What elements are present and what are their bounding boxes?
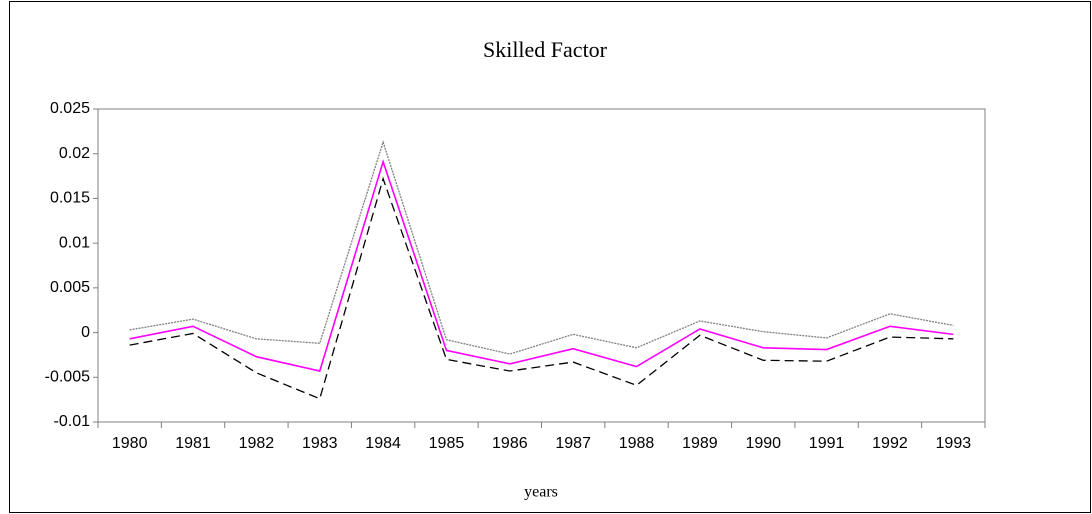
x-tick-label: 1980: [112, 435, 148, 452]
x-tick-label: 1986: [492, 435, 528, 452]
series-line: [129, 176, 954, 400]
x-axis-label: years: [524, 484, 558, 501]
x-tick-label: 1984: [365, 435, 401, 452]
x-tick-label: 1988: [619, 435, 655, 452]
x-tick-label: 1985: [429, 435, 465, 452]
y-tick-label: -0.01: [54, 413, 91, 430]
y-tick-label: 0.025: [50, 100, 90, 117]
y-tick-label: 0.01: [59, 234, 90, 251]
series-line: [129, 139, 954, 355]
y-tick-label: -0.005: [45, 369, 90, 386]
x-tick-label: 1987: [555, 435, 591, 452]
x-tick-label: 1993: [936, 435, 972, 452]
x-tick-label: 1992: [872, 435, 908, 452]
x-tick-label: 1981: [175, 435, 211, 452]
chart-title: Skilled Factor: [483, 37, 608, 62]
y-tick-label: 0.015: [50, 190, 90, 207]
y-tick-label: 0: [81, 324, 90, 341]
x-tick-label: 1983: [302, 435, 338, 452]
x-tick-label: 1989: [682, 435, 718, 452]
x-tick-label: 1990: [745, 435, 781, 452]
y-tick-label: 0.005: [50, 279, 90, 296]
series-line: [129, 159, 954, 372]
y-tick-label: 0.02: [59, 145, 90, 162]
x-tick-label: 1991: [809, 435, 845, 452]
x-tick-label: 1982: [239, 435, 275, 452]
chart-frame: [9, 1, 1091, 513]
